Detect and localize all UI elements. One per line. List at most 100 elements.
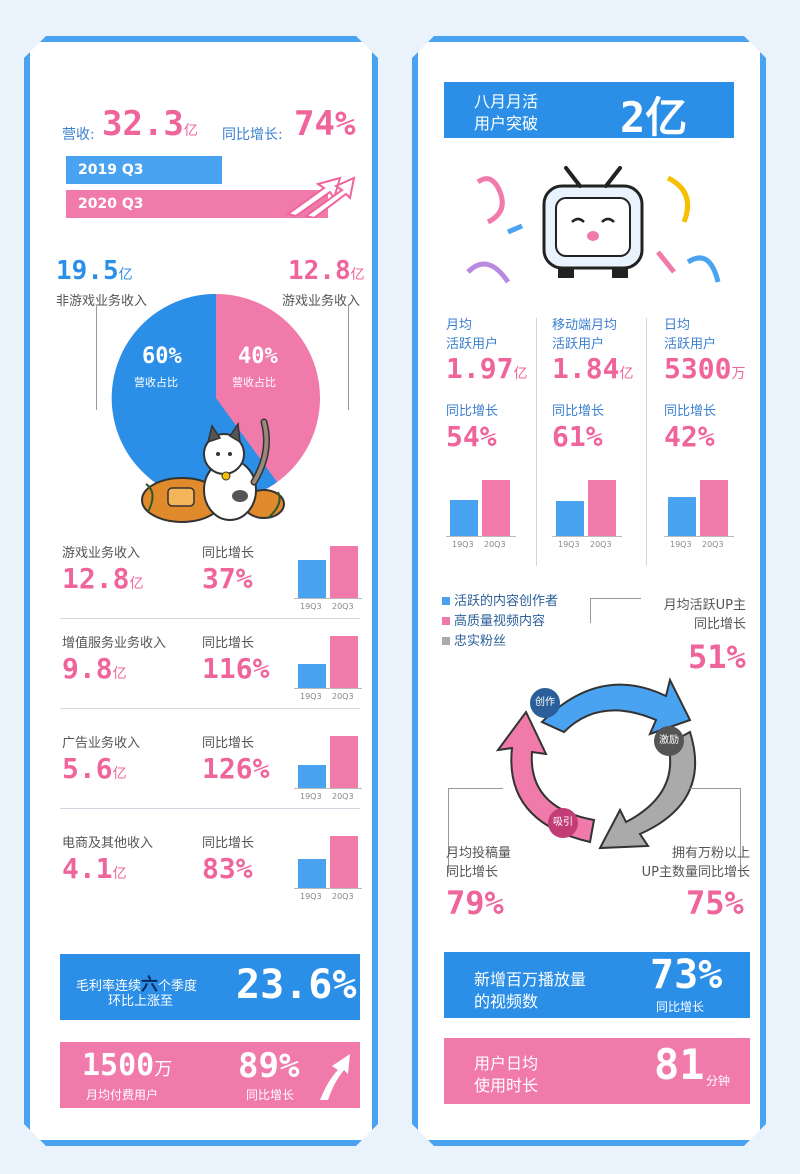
game-share-label: 营收占比 [232, 376, 276, 389]
segment-bar-2019 [298, 664, 326, 688]
up-active-leader [590, 598, 641, 623]
fans-text: 拥有万粉以上 UP主数量同比增长 [641, 846, 750, 880]
stat-bar-2020 [482, 480, 510, 536]
tick-label-2019: 19Q3 [300, 692, 322, 701]
stat-value: 1.84亿 [552, 352, 634, 385]
submit-leader [448, 788, 503, 873]
segment-name: 广告业务收入 [62, 736, 141, 751]
stat-bar-2020 [588, 480, 616, 536]
stat-yoy-label: 同比增长 [664, 404, 717, 419]
segment-yoy-label: 同比增长 [202, 636, 255, 651]
video-text-1: 新增百万播放量 [474, 970, 587, 989]
non-game-label: 非游戏业务收入 [56, 294, 148, 309]
stat-label: 日均 活跃用户 [664, 318, 717, 352]
pie-leader-right [348, 306, 349, 410]
time-unit: 分钟 [706, 1074, 731, 1088]
video-text-2: 的视频数 [474, 992, 539, 1011]
mau-value: 2亿 [620, 93, 688, 142]
segment-bar-2020 [330, 636, 358, 688]
tick-label-2020: 20Q3 [332, 602, 354, 611]
mau-title-1: 八月月活 [474, 92, 539, 111]
tick-label-2019: 19Q3 [670, 540, 692, 549]
non-game-share-label: 营收占比 [134, 376, 178, 389]
segment-bar-2020 [330, 546, 358, 598]
paid-users-value: 1500万 [82, 1048, 173, 1083]
up-active-value: 51% [688, 638, 746, 676]
segment-bar-2019 [298, 560, 326, 598]
tick-label-2019: 19Q3 [452, 540, 474, 549]
stat-value: 5300万 [664, 352, 746, 385]
revenue-yoy: 74% [294, 104, 356, 144]
time-text-1: 用户日均 [474, 1054, 539, 1073]
tick-label-2020: 20Q3 [484, 540, 506, 549]
stat-yoy-label: 同比增长 [446, 404, 499, 419]
gross-margin-text: 毛利率连续六个季度 [76, 975, 198, 995]
legend-text: 忠实粉丝 [454, 634, 507, 649]
stat-yoy: 61% [552, 420, 603, 453]
segment-yoy-label: 同比增长 [202, 546, 255, 561]
segment-axis [294, 888, 362, 889]
submit-value: 79% [446, 884, 504, 922]
game-label: 游戏业务收入 [282, 294, 361, 309]
paid-users-yoy: 89% [238, 1046, 300, 1086]
stat-bar-2019 [668, 497, 696, 536]
mau-banner: 八月月活 用户突破 2亿 [444, 82, 734, 138]
stat-divider-2 [646, 318, 647, 566]
stat-bar-2020 [700, 480, 728, 536]
segment-name: 电商及其他收入 [62, 836, 154, 851]
segment-bar-2020 [330, 836, 358, 888]
tick-label-2020: 20Q3 [590, 540, 612, 549]
segment-yoy: 37% [202, 562, 253, 595]
mau-title-2: 用户突破 [474, 114, 539, 133]
usage-time-box: 用户日均 使用时长 81 分钟 [444, 1038, 750, 1104]
segment-bar-2019 [298, 765, 326, 788]
segment-bar-2019 [298, 859, 326, 888]
segment-yoy: 116% [202, 652, 270, 685]
stat-bar-2019 [556, 501, 584, 536]
legend-text: 高质量视频内容 [454, 614, 546, 629]
segment-bar-2020 [330, 736, 358, 788]
stat-label: 月均 活跃用户 [446, 318, 499, 352]
segment-value: 4.1亿 [62, 852, 127, 885]
yoy-label: 同比增长: [222, 127, 283, 143]
segment-name: 增值服务业务收入 [62, 636, 167, 651]
stat-yoy-label: 同比增长 [552, 404, 605, 419]
tick-label-2019: 19Q3 [300, 792, 322, 801]
legend-item: 忠实粉丝 [442, 630, 506, 649]
stat-bar-2019 [450, 500, 478, 536]
tick-label-2020: 20Q3 [332, 692, 354, 701]
legend-swatch [442, 617, 450, 625]
up-active-text: 月均活跃UP主 同比增长 [663, 598, 746, 632]
tick-label-2020: 20Q3 [332, 792, 354, 801]
gross-margin-text-2: 环比上涨至 [108, 994, 174, 1009]
tick-label-2019: 19Q3 [300, 892, 322, 901]
tick-label-2019: 19Q3 [300, 602, 322, 611]
segment-value: 5.6亿 [62, 752, 127, 785]
fans-leader [690, 788, 741, 865]
paid-users-yoy-label: 同比增长 [246, 1088, 295, 1102]
stat-yoy: 42% [664, 420, 715, 453]
stat-axis [552, 536, 622, 537]
stat-yoy: 54% [446, 420, 497, 453]
right-panel: 八月月活 用户突破 2亿 月均 活跃用户 1.97亿 同比增长 54% 19Q3 20Q3 移… [412, 36, 766, 1146]
up-arrow-icon [316, 1050, 356, 1102]
cycle-motivate-label: 激励 [654, 726, 684, 756]
time-value: 81 [654, 1040, 705, 1089]
cat-mascot-illustration [138, 392, 288, 524]
bar-2019q3: 2019 Q3 [66, 156, 222, 184]
segment-yoy: 83% [202, 852, 253, 885]
tv-mascot-illustration [448, 152, 738, 312]
cycle-create-label: 创作 [530, 688, 560, 718]
non-game-pct: 60% [142, 344, 182, 369]
pie-leader-left [96, 306, 97, 410]
segment-yoy-label: 同比增长 [202, 736, 255, 751]
stat-axis [664, 536, 734, 537]
video-box: 新增百万播放量 的视频数 73% 同比增长 [444, 952, 750, 1018]
paid-users-box: 1500万 月均付费用户 89% 同比增长 [60, 1042, 360, 1108]
legend-item: 活跃的内容创作者 [442, 590, 558, 609]
tick-label-2020: 20Q3 [702, 540, 724, 549]
segment-divider [60, 808, 360, 809]
segment-divider [60, 618, 360, 619]
segment-divider [60, 708, 360, 709]
stat-value: 1.97亿 [446, 352, 528, 385]
